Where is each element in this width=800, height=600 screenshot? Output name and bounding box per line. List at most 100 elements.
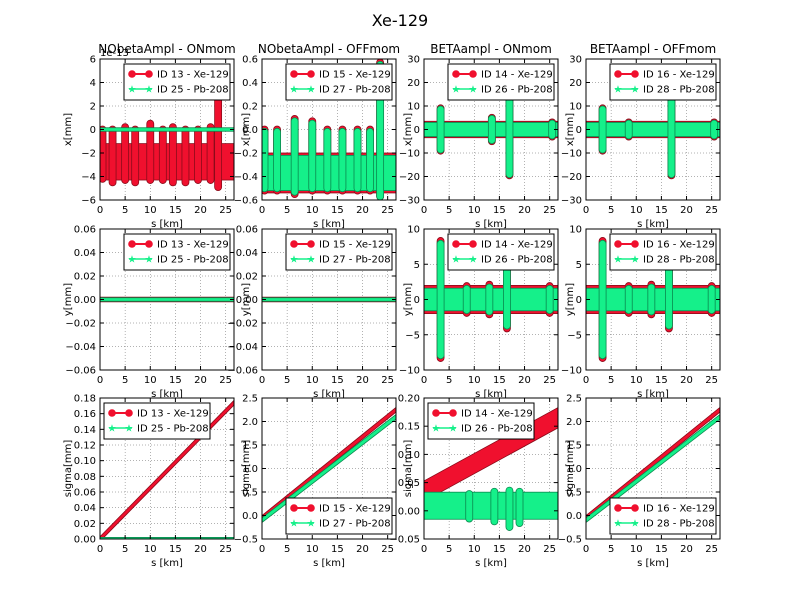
y-tick-label: 0.5 [242, 488, 258, 499]
x-tick-label: 20 [194, 205, 207, 216]
y-tick-label: −0.2 [234, 149, 258, 160]
legend: ID 15 - Xe-129★ ★ ID 27 - Pb-208 [285, 233, 393, 271]
y-axis-label: sigma[mm] [63, 440, 74, 498]
y-tick-label: 0.04 [236, 248, 258, 259]
x-tick-label: 10 [144, 375, 157, 386]
legend-marker-circle [128, 70, 136, 78]
x-tick-label: 25 [543, 375, 556, 386]
x-tick-label: 0 [259, 544, 265, 555]
series-spike [503, 265, 511, 330]
legend-marker-circle [145, 70, 153, 78]
legend: ID 16 - Xe-129★ ★ ID 28 - Pb-208 [609, 63, 717, 101]
y-tick-label: −0.06 [227, 366, 258, 377]
series-group [100, 72, 234, 191]
legend-marker-star: ★ [307, 85, 316, 96]
x-tick-label: 5 [122, 544, 128, 555]
x-tick-label: 20 [680, 375, 693, 386]
legend-label: ID 13 - Xe-129 [137, 409, 209, 420]
series-group [100, 296, 234, 303]
x-tick-label: 10 [468, 544, 481, 555]
legend-box [609, 63, 717, 101]
y-tick-label: 0 [414, 125, 420, 136]
y-tick-label: 0.00 [74, 295, 96, 306]
x-tick-label: 25 [543, 544, 556, 555]
legend-label: ID 13 - Xe-129 [157, 240, 229, 251]
legend-item: ★ ★ ID 28 - Pb-208 [614, 255, 715, 266]
x-tick-label: 0 [259, 375, 265, 386]
panel-9: 0 5 10 15 20 25 0.00 0.02 0.04 0.06 0.08 0.10 0.12 0.… [63, 394, 235, 569]
legend-item: ★ ★ ID 28 - Pb-208 [614, 85, 715, 96]
y-tick-label: 0 [576, 125, 582, 136]
y-axis-label: x[mm] [63, 113, 74, 146]
x-tick-label: 20 [680, 544, 693, 555]
legend-label: ID 28 - Pb-208 [643, 85, 715, 96]
y-tick-label: −0.05 [389, 535, 420, 546]
x-tick-label: 25 [543, 205, 556, 216]
panel-7: 0 5 10 15 20 25 −10 −5 0 5 10 s [km] y[mm] ID 14 - Xe… [399, 225, 559, 400]
series-spike [505, 486, 514, 531]
y-axis-label: sigma[mm] [241, 440, 252, 498]
legend-marker-star: ★ [614, 519, 623, 530]
legend-label: ID 26 - Pb-208 [481, 255, 553, 266]
x-axis-label: s [km] [151, 558, 183, 569]
x-tick-label: 10 [306, 544, 319, 555]
y-tick-label: −30 [399, 196, 420, 207]
legend: ID 16 - Xe-129★ ★ ID 28 - Pb-208 [609, 497, 717, 535]
legend-item: ★ ★ ID 26 - Pb-208 [452, 255, 553, 266]
legend-item: ★ ★ ID 27 - Pb-208 [290, 519, 391, 530]
legend-marker-circle [614, 70, 622, 78]
x-tick-label: 10 [144, 544, 157, 555]
legend-marker-star: ★ [631, 255, 640, 266]
legend-marker-star: ★ [469, 85, 478, 96]
panel-title: NObetaAmpl - OFFmom [258, 42, 400, 56]
legend-marker-circle [432, 409, 440, 417]
legend-item: ID 15 - Xe-129 [290, 70, 391, 81]
y-tick-label: −4 [81, 172, 96, 183]
y-tick-label: 0.04 [74, 248, 96, 259]
series-2 [424, 97, 558, 179]
y-tick-label: 0.06 [74, 225, 96, 236]
x-tick-label: 5 [608, 544, 614, 555]
y-axis-label: sigma[mm] [565, 440, 576, 498]
series-spike [598, 239, 607, 360]
y-tick-label: 5 [576, 260, 582, 271]
y-tick-label: 5 [414, 260, 420, 271]
legend-box [123, 233, 231, 271]
legend-marker-circle [469, 70, 477, 78]
x-tick-label: 15 [331, 544, 344, 555]
legend-marker-circle [128, 240, 136, 248]
legend-item: ★ ★ ID 28 - Pb-208 [614, 519, 715, 530]
series-group [586, 96, 720, 180]
panel-title: NObetaAmpl - ONmom [98, 42, 235, 56]
x-tick-label: 25 [381, 544, 394, 555]
x-tick-label: 10 [630, 375, 643, 386]
y-tick-label: −0.5 [234, 535, 258, 546]
x-tick-label: 10 [306, 205, 319, 216]
y-tick-label: −0.06 [65, 366, 96, 377]
y-tick-label: 30 [407, 55, 420, 66]
x-tick-label: 25 [705, 544, 718, 555]
panel-3: 0 5 10 15 20 25 −30 −20 −10 0 10 20 30 BETAampl - ONm… [399, 42, 559, 230]
y-tick-label: 0.20 [398, 394, 420, 405]
series-band [586, 122, 720, 137]
y-tick-label: 0.00 [74, 535, 96, 546]
y-tick-label: −10 [561, 149, 582, 160]
series-spike [290, 117, 299, 196]
x-tick-label: 15 [331, 375, 344, 386]
series-spike [667, 97, 676, 179]
series-2 [586, 239, 720, 360]
y-tick-label: 0.00 [398, 506, 420, 517]
legend-marker-star: ★ [290, 519, 299, 530]
y-tick-label: 0.12 [74, 441, 96, 452]
legend-label: ID 14 - Xe-129 [481, 240, 553, 251]
legend-marker-star: ★ [631, 519, 640, 530]
legend-label: ID 15 - Xe-129 [319, 240, 391, 251]
legend-item: ★ ★ ID 27 - Pb-208 [290, 85, 391, 96]
series-spike [624, 284, 633, 314]
series-spike [515, 487, 524, 527]
y-tick-label: 6 [90, 55, 96, 66]
figure-title: Xe-129 [372, 11, 428, 30]
